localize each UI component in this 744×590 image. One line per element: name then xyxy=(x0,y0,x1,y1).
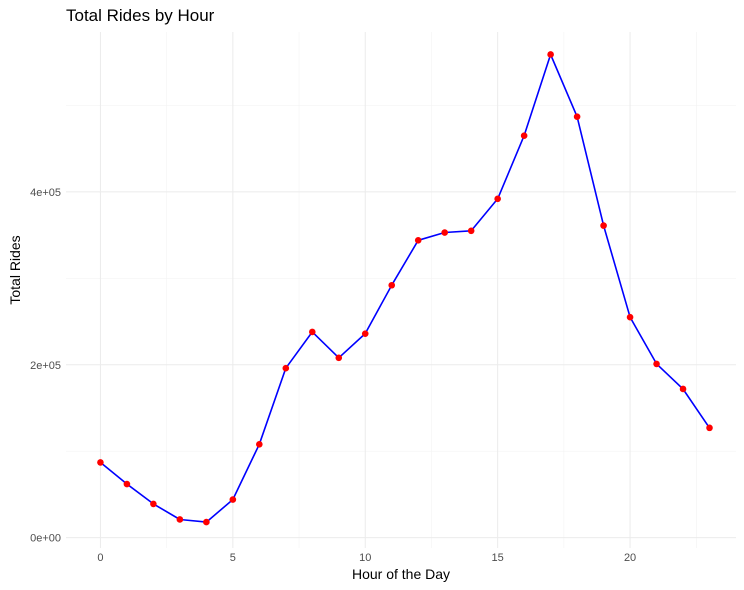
data-point xyxy=(573,113,581,121)
x-tick-label: 10 xyxy=(359,552,371,564)
y-tick-label: 4e+05 xyxy=(30,187,61,199)
data-point xyxy=(600,222,607,229)
data-point xyxy=(123,480,131,488)
x-tick-label: 15 xyxy=(492,552,504,564)
data-point xyxy=(520,132,528,140)
x-axis-label: Hour of the Day xyxy=(351,566,451,582)
data-point xyxy=(653,360,660,368)
x-tick-label: 0 xyxy=(97,552,103,564)
data-point xyxy=(308,328,316,336)
data-point xyxy=(706,424,713,432)
data-point xyxy=(441,229,448,236)
data-point xyxy=(229,496,237,503)
y-tick-label: 0e+00 xyxy=(30,533,61,545)
data-point xyxy=(414,237,422,244)
data-point xyxy=(256,440,263,448)
data-point xyxy=(282,364,290,372)
data-point xyxy=(203,518,210,526)
data-point xyxy=(467,227,475,235)
y-tick-label: 2e+05 xyxy=(30,360,61,372)
series-line xyxy=(99,53,711,523)
x-tick-label: 5 xyxy=(230,552,236,564)
data-point xyxy=(150,500,157,508)
data-point xyxy=(626,313,634,321)
data-point xyxy=(97,459,104,466)
data-point xyxy=(388,281,396,289)
data-point xyxy=(335,354,343,362)
data-point xyxy=(494,195,501,203)
data-point xyxy=(176,516,184,523)
data-point xyxy=(679,385,687,393)
chart-title: Total Rides by Hour xyxy=(66,6,215,25)
data-point xyxy=(361,330,369,337)
data-point xyxy=(547,51,554,58)
x-tick-label: 20 xyxy=(624,552,636,564)
